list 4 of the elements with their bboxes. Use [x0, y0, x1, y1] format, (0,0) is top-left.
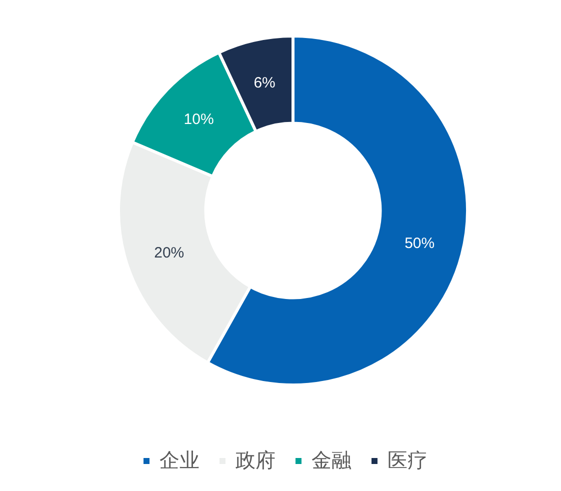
legend-label: 医疗	[388, 450, 428, 472]
legend-label: 企业	[160, 450, 200, 472]
legend-label: 金融	[312, 450, 352, 472]
legend-label: 政府	[236, 450, 276, 472]
